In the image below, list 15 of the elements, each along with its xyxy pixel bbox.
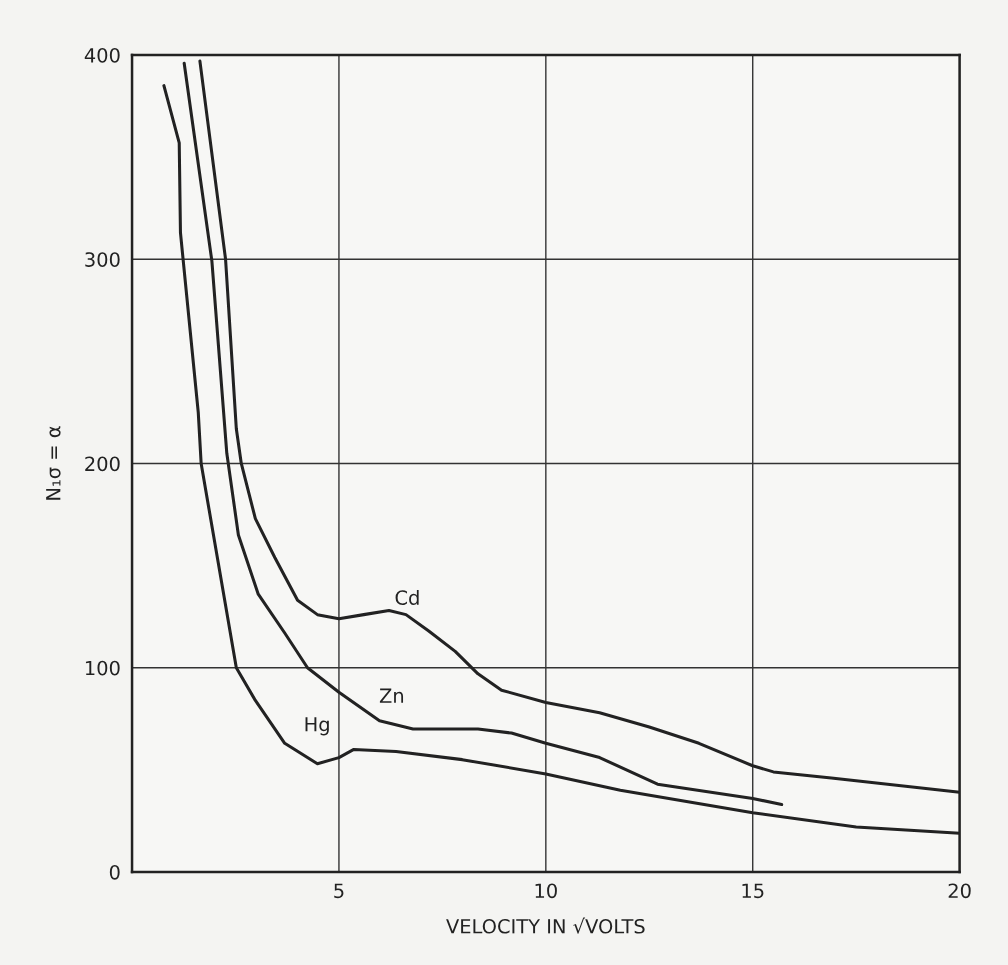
series-label: Zn <box>379 688 404 703</box>
x-tick-label: 20 <box>948 883 971 899</box>
x-axis-title: VELOCITY IN √VOLTS <box>446 917 645 934</box>
y-tick-label: 200 <box>85 456 120 472</box>
y-axis-title: N₁σ = α <box>46 426 61 500</box>
y-tick-label: 100 <box>85 660 120 676</box>
x-tick-label: 15 <box>742 883 764 899</box>
line-series <box>182 61 784 807</box>
y-tick-label: 0 <box>109 864 120 880</box>
series-label: Cd <box>395 589 419 605</box>
x-tick-label: 5 <box>334 883 344 899</box>
y-tick-label: 400 <box>84 47 120 63</box>
series-label: Hg <box>305 717 329 736</box>
x-tick-label: 10 <box>535 883 557 899</box>
y-tick-label: 300 <box>85 252 120 267</box>
